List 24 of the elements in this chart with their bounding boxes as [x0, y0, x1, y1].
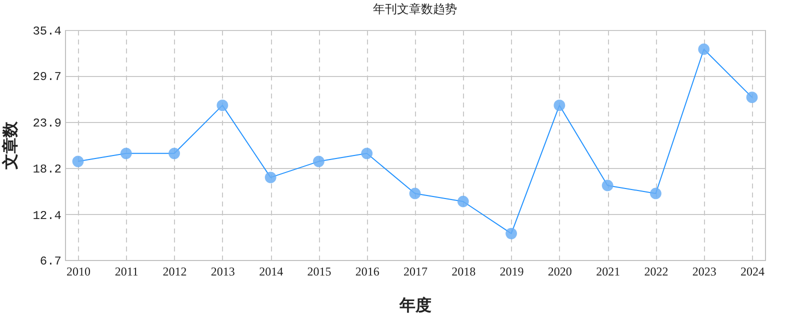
- x-tick-label: 2018: [452, 264, 476, 278]
- x-tick-label: 2013: [210, 264, 235, 278]
- x-tick-label: 2014: [259, 264, 284, 278]
- x-tick-label: 2024: [740, 264, 764, 278]
- x-tick-label: 2020: [548, 264, 572, 278]
- x-tick-label: 2015: [307, 264, 332, 278]
- x-tick-label: 2022: [644, 264, 668, 278]
- y-tick-label: 12.4: [32, 208, 62, 223]
- chart-title: 年刊文章数趋势: [373, 2, 457, 16]
- x-tick-label: 2011: [114, 264, 138, 278]
- x-axis-title: 年度: [398, 296, 432, 314]
- x-tick-label: 2012: [162, 264, 187, 278]
- x-tick-label: 2023: [692, 264, 716, 278]
- x-tick-label: 2017: [404, 264, 428, 278]
- x-tick-label: 2021: [596, 264, 620, 278]
- x-tick-label: 2019: [500, 264, 524, 278]
- x-tick-label: 2016: [355, 264, 380, 278]
- y-tick-label: 29.7: [32, 70, 62, 84]
- y-tick-label: 6.7: [40, 254, 62, 268]
- y-axis-title: 文章数: [2, 120, 20, 170]
- x-tick-label: 2010: [66, 264, 90, 278]
- y-tick-label: 18.2: [32, 162, 62, 176]
- y-tick-label: 35.4: [32, 24, 62, 38]
- y-tick-label: 23.9: [32, 116, 62, 131]
